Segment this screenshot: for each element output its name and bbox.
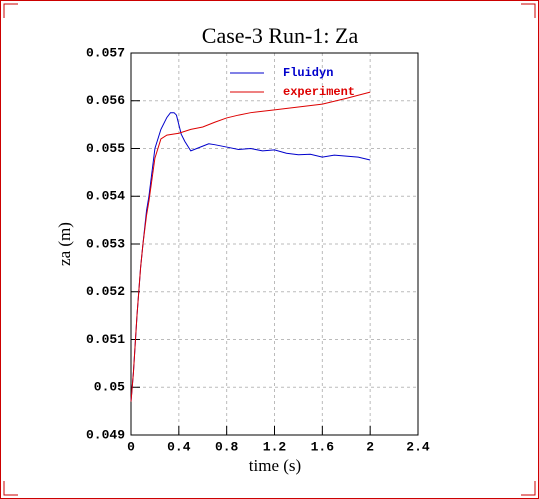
y-axis-label: za (m)	[55, 222, 74, 266]
line-series	[130, 112, 371, 402]
x-tick-label: 0	[127, 439, 135, 454]
y-tick-label: 0.055	[86, 141, 125, 156]
y-tick-label: 0.052	[86, 284, 125, 299]
plot-frame	[130, 52, 419, 436]
x-tick-label: 0.8	[215, 439, 239, 454]
y-tick-label: 0.054	[86, 189, 125, 204]
chart-title: Case-3 Run-1: Za	[202, 23, 359, 48]
x-axis-label: time (s)	[249, 456, 301, 475]
y-tick-label: 0.053	[86, 236, 125, 251]
legend-label: experiment	[283, 85, 355, 99]
y-tick-label: 0.05	[94, 380, 125, 395]
y-tick-label: 0.057	[86, 45, 125, 60]
y-tick-label: 0.051	[86, 332, 125, 347]
legend-label: Fluidyn	[283, 66, 333, 80]
x-tick-label: 1.2	[263, 439, 287, 454]
x-tick-label: 0.4	[167, 439, 191, 454]
line-series	[130, 91, 371, 402]
corner-marks	[3, 3, 536, 496]
x-tick-label: 1.6	[311, 439, 335, 454]
x-tick-label: 2	[366, 439, 374, 454]
x-tick-label: 2.4	[406, 439, 430, 454]
y-tick-label: 0.049	[86, 427, 125, 442]
y-tick-label: 0.056	[86, 93, 125, 108]
